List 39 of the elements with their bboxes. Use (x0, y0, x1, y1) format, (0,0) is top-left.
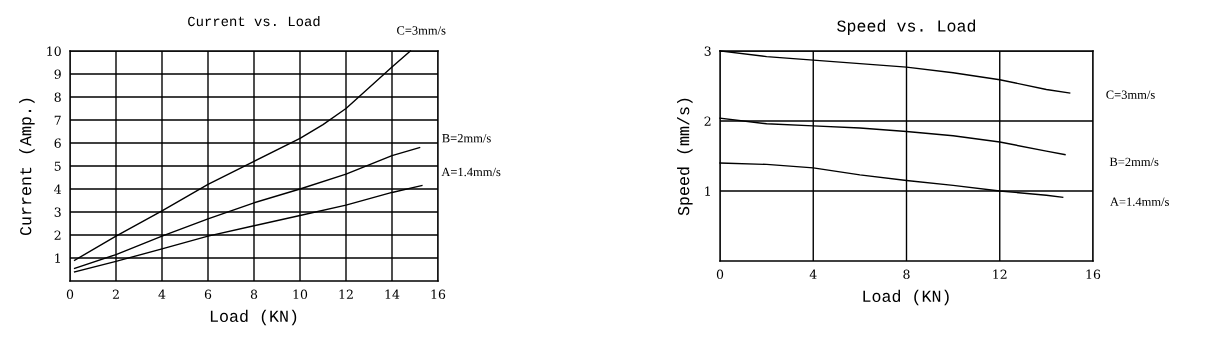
x-tick-label: 16 (1086, 269, 1101, 280)
x-tick-label: 2 (112, 289, 119, 299)
y-tick-label: 10 (47, 46, 61, 56)
x-tick-label: 0 (716, 269, 724, 280)
chart-title: Current vs. Load (188, 15, 320, 27)
x-tick-label: 4 (158, 289, 166, 299)
x-tick-label: 10 (293, 289, 308, 300)
y-tick-label: 4 (54, 184, 62, 194)
y-tick-label: 3 (704, 46, 711, 56)
y-tick-label: 3 (54, 207, 61, 217)
x-tick-label: 8 (903, 269, 910, 280)
x-tick-label: 6 (204, 289, 212, 300)
text: A=1.4mm/s (1110, 197, 1169, 207)
series-label: C=3mm/s (397, 26, 446, 35)
text: C=3mm/s (1106, 90, 1155, 99)
x-axis-title: Load (KN) (210, 309, 297, 326)
y-tick-label: 2 (54, 230, 61, 240)
series-label: A=1.4mm/s (441, 167, 501, 177)
y-tick-label: 1 (55, 253, 60, 263)
y-tick-label: 6 (54, 138, 61, 148)
chart-title: Speed vs. Load (837, 19, 976, 36)
x-axis-title: Load (KN) (863, 289, 949, 306)
y-tick-label: 7 (54, 115, 61, 125)
y-tick-label: 8 (54, 92, 61, 102)
x-tick-label: 12 (993, 269, 1007, 279)
x-tick-label: 4 (809, 269, 817, 279)
series-label: B=2mm/s (442, 134, 491, 143)
y-axis-title: Current (Amp.) (19, 98, 35, 236)
text: B=2mm/s (1109, 157, 1159, 167)
y-tick-label: 5 (54, 161, 61, 171)
x-tick-label: 0 (66, 289, 74, 300)
y-tick-label: 1 (705, 186, 710, 196)
y-tick-label: 9 (54, 69, 61, 79)
x-tick-label: 14 (385, 289, 400, 299)
x-tick-label: 8 (250, 289, 258, 300)
y-tick-label: 2 (704, 116, 711, 126)
x-tick-label: 16 (431, 289, 446, 300)
y-axis-title: Speed (mm/s) (677, 98, 693, 216)
x-tick-label: 12 (339, 289, 353, 299)
